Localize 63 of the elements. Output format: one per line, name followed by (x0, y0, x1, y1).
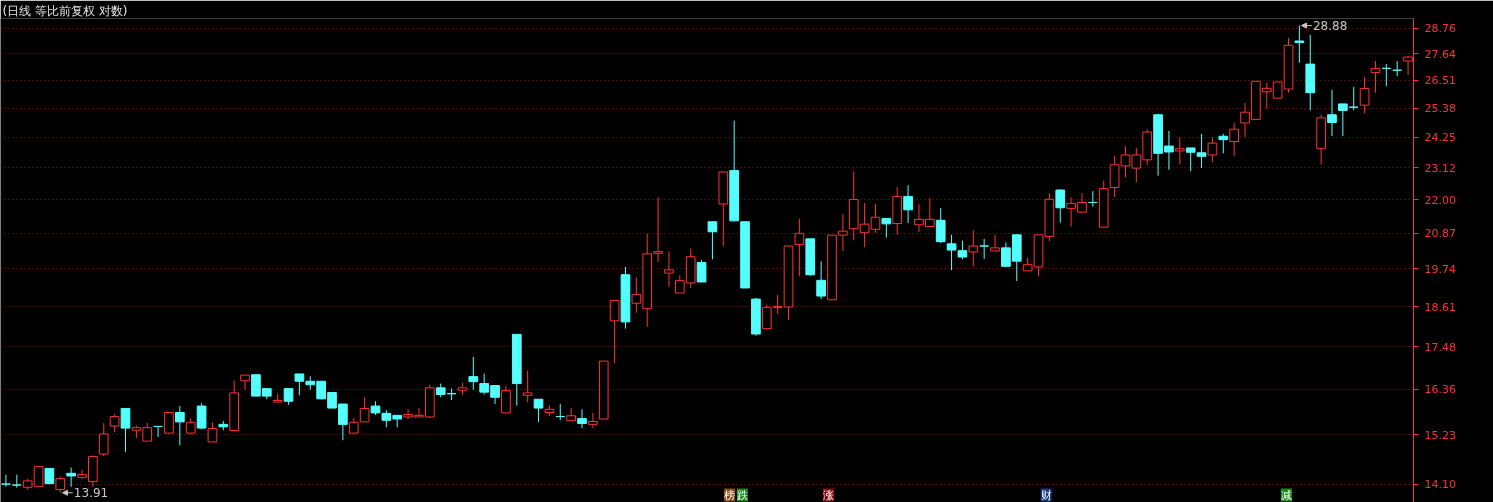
annotation: 减 (1280, 488, 1292, 502)
y-tick-label: 22.00 (1424, 193, 1456, 207)
annotation: 28.88 (1312, 19, 1348, 34)
candlestick (164, 412, 174, 434)
candlestick (1327, 89, 1337, 137)
y-tick-label: 27.64 (1424, 47, 1456, 61)
candlestick (588, 412, 598, 429)
annotation: 榜 (724, 488, 736, 502)
candlestick (1174, 136, 1185, 165)
candlestick (109, 413, 120, 433)
y-tick-label: 15.23 (1424, 428, 1456, 442)
candlestick (1, 474, 11, 488)
candlestick (664, 250, 674, 288)
candlestick (468, 356, 479, 391)
candlestick (120, 407, 131, 453)
candlestick (979, 238, 990, 260)
candlestick (935, 207, 946, 244)
candlestick (501, 385, 511, 414)
candlestick (816, 260, 826, 300)
annotation: 财 (1040, 488, 1052, 502)
y-tick-label: 28.76 (1424, 22, 1456, 36)
candlestick (240, 374, 250, 391)
candlestick (968, 229, 979, 267)
candlestick (707, 221, 718, 260)
candlestick (1359, 76, 1370, 114)
y-tick-label: 17.48 (1424, 340, 1456, 354)
candlestick (1055, 188, 1066, 224)
candlestick (1218, 133, 1229, 154)
candlestick (522, 370, 533, 403)
candlestick (1196, 133, 1207, 169)
annotation: 跌 (736, 488, 748, 502)
candlestick (903, 184, 913, 224)
candlestick (174, 405, 185, 446)
candlestick (881, 217, 892, 239)
candlestick (566, 407, 576, 422)
candlestick (990, 234, 1000, 252)
annotation: 涨 (823, 488, 835, 502)
candlestick (66, 467, 76, 488)
candlestick (609, 299, 620, 364)
candlestick (207, 421, 218, 443)
y-tick-label: 26.51 (1424, 74, 1456, 88)
candlestick (98, 422, 109, 457)
y-tick-label: 24.25 (1424, 131, 1456, 145)
y-tick-label: 20.87 (1424, 227, 1456, 241)
candlestick (196, 402, 207, 430)
chart-title: (日线 等比前复权 对数) (2, 3, 128, 18)
candlestick (577, 408, 587, 429)
candlestick (696, 259, 707, 283)
candlestick (1207, 136, 1218, 163)
y-tick-label: 25.38 (1424, 102, 1456, 116)
candlestick (1229, 122, 1240, 157)
candlestick (957, 240, 968, 260)
y-tick-label: 16.36 (1424, 383, 1456, 397)
candlestick (794, 218, 805, 277)
candlestick (946, 234, 957, 271)
annotation: 13.91 (73, 486, 109, 501)
y-tick-label: 14.10 (1424, 478, 1456, 492)
candlestick (1185, 147, 1196, 172)
y-tick-label: 18.61 (1424, 300, 1456, 314)
y-tick-label: 19.74 (1424, 262, 1456, 276)
y-tick-label: 23.12 (1424, 161, 1456, 175)
candlestick (533, 398, 544, 423)
candlestick (1370, 60, 1381, 94)
